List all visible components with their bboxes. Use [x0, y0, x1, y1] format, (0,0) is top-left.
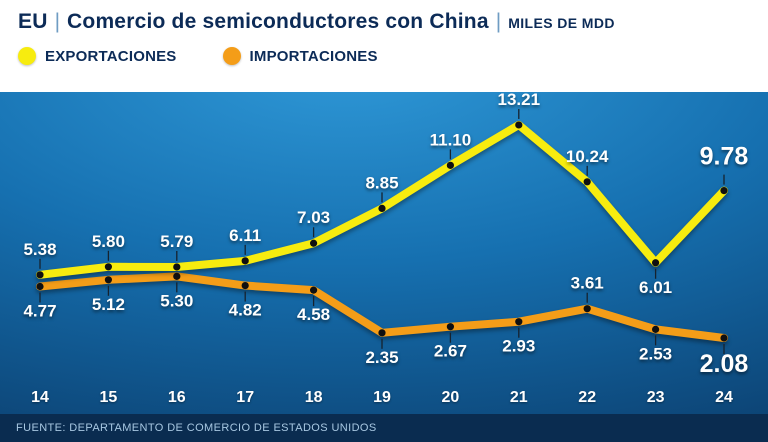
- x-axis-label: 20: [442, 389, 460, 406]
- data-label: 8.85: [365, 173, 398, 192]
- data-point: [583, 305, 591, 313]
- data-label: 7.03: [297, 208, 330, 227]
- data-point: [36, 282, 44, 291]
- data-point: [310, 239, 318, 247]
- data-point: [104, 263, 112, 271]
- data-label: 2.67: [434, 342, 467, 361]
- data-label: 2.08: [700, 350, 749, 378]
- x-axis-label: 15: [100, 389, 118, 406]
- data-label: 4.58: [297, 305, 330, 324]
- importaciones-swatch-icon: [222, 47, 241, 65]
- data-point: [173, 263, 181, 271]
- x-axis-label: 23: [647, 389, 665, 406]
- data-label: 2.53: [639, 344, 672, 363]
- data-point: [378, 204, 386, 213]
- x-axis-label: 14: [31, 389, 49, 406]
- data-label: 5.79: [160, 232, 193, 251]
- data-point: [720, 187, 728, 195]
- data-label: 5.80: [92, 232, 125, 251]
- x-axis-label: 17: [236, 389, 254, 406]
- data-label: 4.77: [23, 302, 56, 321]
- data-label: 3.61: [571, 274, 604, 293]
- legend-label-exportaciones: EXPORTACIONES: [45, 47, 177, 65]
- data-label: 5.38: [23, 240, 56, 259]
- data-label: 6.01: [639, 278, 672, 297]
- data-point: [173, 272, 181, 280]
- data-label: 9.78: [700, 143, 749, 171]
- title-separator: |: [54, 10, 61, 33]
- data-point: [652, 325, 660, 333]
- x-axis-label: 16: [168, 389, 186, 406]
- data-point: [378, 329, 386, 337]
- title-separator: |: [495, 10, 502, 33]
- data-point: [515, 121, 523, 129]
- title-prefix: EU: [18, 10, 48, 33]
- page-title: EU | Comercio de semiconductores con China…: [18, 10, 750, 34]
- x-axis-label: 21: [510, 389, 528, 406]
- exportaciones-swatch-icon: [18, 47, 36, 65]
- data-point: [652, 259, 660, 267]
- source-bar: FUENTE: DEPARTAMENTO DE COMERCIO DE ESTA…: [0, 414, 768, 442]
- importaciones-line: [36, 272, 728, 342]
- x-axis-label: 19: [373, 389, 391, 406]
- legend: EXPORTACIONES IMPORTACIONES: [18, 47, 750, 65]
- data-label: 6.11: [229, 226, 261, 245]
- line-chart: 5.38 5.80 5.79 6.11 7.03 8.85 11.10 13.21 10.24 6…: [23, 92, 749, 406]
- legend-item-importaciones: IMPORTACIONES: [222, 47, 378, 65]
- title-unit: MILES DE MDD: [508, 15, 615, 31]
- legend-item-exportaciones: EXPORTACIONES: [18, 47, 177, 65]
- data-point: [241, 281, 249, 290]
- data-point: [583, 178, 591, 186]
- data-point: [310, 286, 318, 294]
- data-point: [36, 271, 44, 279]
- data-point: [241, 257, 249, 265]
- data-label: 2.93: [502, 337, 535, 356]
- x-axis-label: 24: [715, 389, 733, 406]
- data-point: [446, 161, 454, 169]
- data-label: 2.35: [365, 348, 398, 367]
- data-label: 11.10: [430, 130, 472, 149]
- data-label: 13.21: [498, 92, 541, 109]
- data-label: 5.12: [92, 295, 125, 314]
- data-point: [104, 276, 112, 284]
- x-axis-label: 22: [578, 389, 596, 406]
- title-main: Comercio de semiconductores con China: [67, 10, 489, 33]
- source-text: FUENTE: DEPARTAMENTO DE COMERCIO DE ESTA…: [16, 422, 377, 434]
- chart-area: 5.38 5.80 5.79 6.11 7.03 8.85 11.10 13.21 10.24 6…: [0, 92, 768, 414]
- data-point: [720, 334, 728, 342]
- data-label: 5.30: [160, 291, 193, 310]
- data-point: [446, 323, 454, 331]
- header: EU | Comercio de semiconductores con China…: [0, 0, 768, 92]
- data-point: [515, 318, 523, 326]
- data-label: 4.82: [229, 301, 262, 320]
- data-label: 10.24: [566, 147, 609, 166]
- x-axis-label: 18: [305, 389, 323, 406]
- legend-label-importaciones: IMPORTACIONES: [249, 47, 378, 65]
